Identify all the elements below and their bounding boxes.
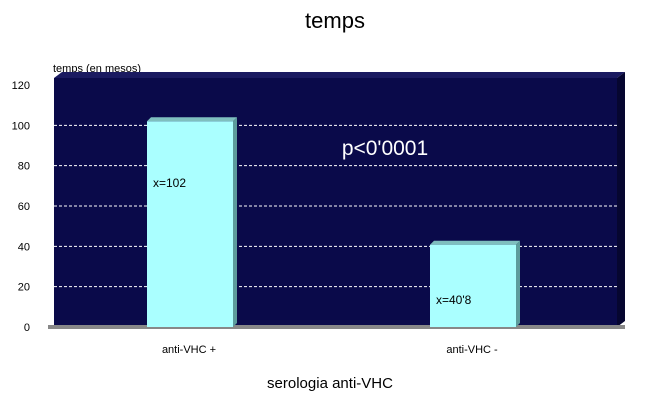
bars xyxy=(147,117,520,327)
y-tick-label: 0 xyxy=(24,322,30,334)
data-label: x=102 xyxy=(153,176,186,190)
data-label: x=40'8 xyxy=(436,293,472,307)
plot-area xyxy=(48,72,625,329)
bar-top xyxy=(147,117,237,122)
plot-side-face xyxy=(617,72,625,327)
x-axis-categories: anti-VHC + anti-VHC - xyxy=(162,344,498,356)
plot-floor xyxy=(48,325,625,329)
bar-front xyxy=(430,244,516,327)
bar xyxy=(430,240,520,327)
x-tick-label: anti-VHC - xyxy=(446,344,498,356)
y-axis-ticks: 0 20 40 60 80 100 120 xyxy=(12,80,30,334)
x-tick-label: anti-VHC + xyxy=(162,344,216,356)
bar-side xyxy=(516,240,520,327)
gridlines xyxy=(54,124,617,288)
y-tick-label: 40 xyxy=(18,241,30,253)
bar xyxy=(147,117,237,327)
bar-front xyxy=(147,121,233,327)
x-axis-label: serologia anti-VHC xyxy=(267,375,393,392)
bar-side xyxy=(233,117,237,327)
chart-title: temps xyxy=(305,8,365,33)
plot-background xyxy=(54,78,617,327)
y-tick-label: 120 xyxy=(12,80,30,92)
y-tick-label: 60 xyxy=(18,201,30,213)
bar-top xyxy=(430,240,520,245)
plot-top-face xyxy=(54,72,625,78)
p-value-annotation: p<0'0001 xyxy=(342,137,428,160)
y-tick-label: 100 xyxy=(12,120,30,132)
y-tick-label: 20 xyxy=(18,282,30,294)
y-tick-label: 80 xyxy=(18,161,30,173)
data-labels: x=102 x=40'8 xyxy=(153,176,472,307)
